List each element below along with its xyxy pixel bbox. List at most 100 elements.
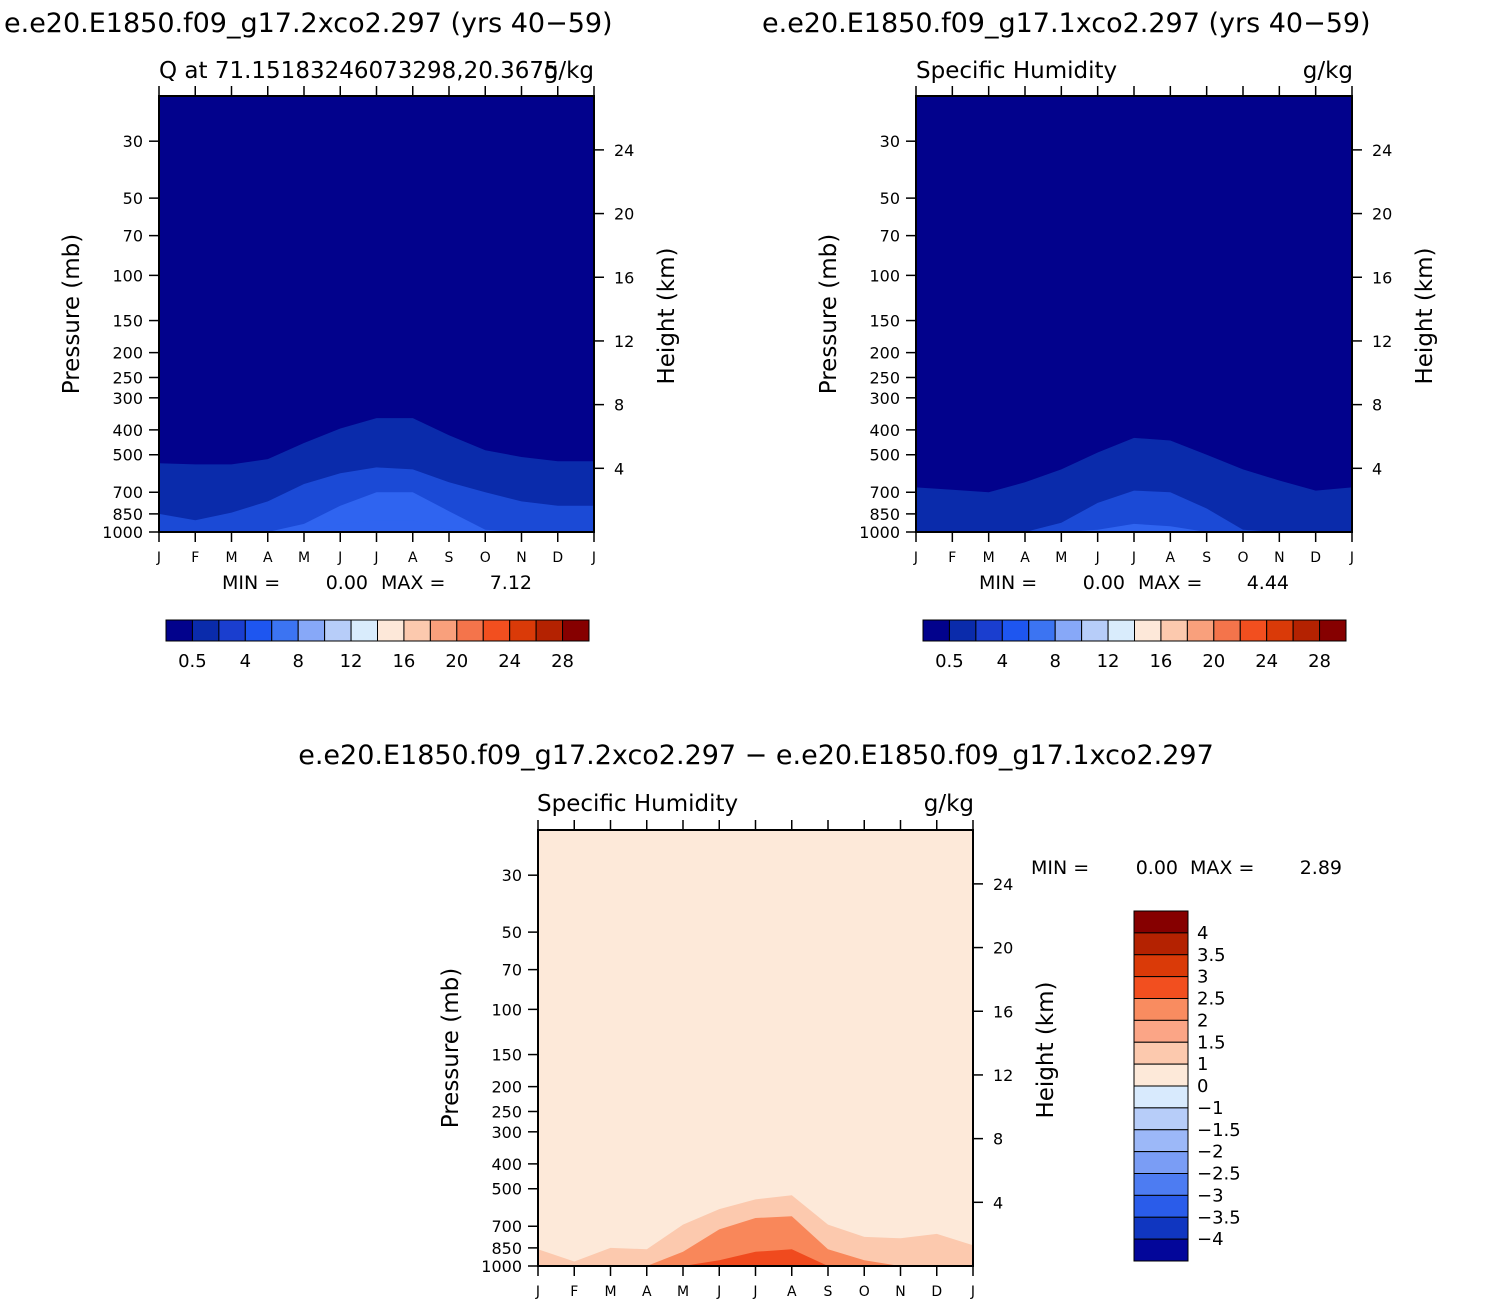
colorbar-label: 20 — [445, 651, 468, 672]
colorbar-swatch — [1133, 1238, 1189, 1262]
max-label: MAX = — [1138, 572, 1202, 594]
colorbar-1xco2: 0.5 4 8 12 16 20 24 28 — [922, 619, 1347, 672]
run-title: e.e20.E1850.f09_g17.1xco2.297 (yrs 40−59… — [762, 8, 1371, 39]
colorbar-swatch — [429, 619, 458, 642]
colorbar-swatch — [1186, 619, 1215, 642]
pressure-tick-label: 400 — [112, 421, 143, 440]
pressure-tick-label: 30 — [880, 132, 900, 151]
colorbar-swatch — [1319, 619, 1347, 642]
month-tick-label: S — [824, 1284, 833, 1300]
plot-left-title: Specific Humidity — [537, 791, 738, 817]
month-tick-label: N — [1274, 550, 1284, 566]
pressure-tick-label: 400 — [491, 1155, 522, 1174]
height-tick-label: 16 — [1372, 268, 1392, 287]
pressure-tick-label: 200 — [112, 344, 143, 363]
colorbar-label: 2 — [1197, 1010, 1208, 1031]
colorbar-label: 4 — [997, 651, 1008, 672]
colorbar-swatch — [1133, 1107, 1189, 1131]
height-tick-label: 4 — [614, 459, 624, 478]
colorbar-swatch — [975, 619, 1003, 642]
colorbar-label: 28 — [1308, 651, 1331, 672]
pressure-tick-label: 70 — [502, 961, 522, 980]
colorbar-label: 12 — [340, 651, 363, 672]
month-tick-label: J — [373, 550, 378, 566]
pressure-tick-label: 250 — [869, 368, 900, 387]
pressure-tick-label: 300 — [491, 1123, 522, 1142]
colorbar-label: 16 — [1149, 651, 1172, 672]
colorbar-label: 3.5 — [1197, 945, 1226, 966]
pressure-tick-label: 30 — [502, 866, 522, 885]
month-tick-label: M — [604, 1284, 616, 1300]
panel-difference: e.e20.E1850.f09_g17.2xco2.297 − e.e20.E1… — [298, 740, 1342, 1300]
colorbar-swatch — [1133, 1129, 1189, 1153]
month-tick-label: O — [859, 1284, 870, 1300]
colorbar-swatch — [1133, 1085, 1189, 1109]
pressure-tick-label: 700 — [491, 1217, 522, 1236]
y-axis-label-height: Height (km) — [1033, 981, 1059, 1118]
height-tick-label: 20 — [614, 205, 634, 224]
colorbar-swatch — [1133, 1151, 1189, 1174]
max-label: MAX = — [381, 572, 445, 594]
height-tick-label: 12 — [993, 1066, 1013, 1085]
colorbar-label: −1 — [1197, 1098, 1224, 1119]
plot-units: g/kg — [1303, 58, 1353, 84]
pressure-tick-label: 500 — [112, 446, 143, 465]
contour-band-4 — [159, 520, 594, 532]
colorbar-swatch — [562, 619, 590, 642]
pressure-tick-label: 300 — [869, 389, 900, 408]
height-tick-label: 8 — [993, 1130, 1003, 1149]
pressure-tick-label: 70 — [123, 227, 143, 246]
month-tick-label: F — [948, 550, 956, 566]
pressure-tick-label: 200 — [869, 344, 900, 363]
colorbar-label: −3 — [1197, 1185, 1224, 1206]
colorbar-label: −1.5 — [1197, 1120, 1241, 1141]
pressure-tick-label: 100 — [112, 266, 143, 285]
colorbar-swatch — [456, 619, 484, 642]
month-tick-label: M — [677, 1284, 689, 1300]
month-tick-label: N — [895, 1284, 905, 1300]
colorbar-swatch — [1081, 619, 1109, 642]
colorbar-label: 1 — [1197, 1054, 1208, 1075]
pressure-tick-label: 30 — [123, 132, 143, 151]
height-tick-label: 20 — [1372, 205, 1392, 224]
colorbar-swatch — [1292, 619, 1321, 642]
month-tick-label: F — [191, 550, 199, 566]
colorbar-label: 2.5 — [1197, 989, 1226, 1010]
colorbar-swatch — [297, 619, 326, 642]
height-tick-label: 8 — [614, 396, 624, 415]
month-tick-label: J — [1131, 550, 1136, 566]
colorbar-swatch — [1133, 932, 1189, 956]
pressure-tick-label: 150 — [491, 1046, 522, 1065]
colorbar-swatch — [482, 619, 511, 642]
height-tick-label: 16 — [993, 1002, 1013, 1021]
height-tick-label: 12 — [1372, 332, 1392, 351]
colorbar-swatch — [271, 619, 299, 642]
colorbar-swatch — [1133, 1216, 1189, 1240]
colorbar-swatch — [948, 619, 977, 642]
height-tick-label: 4 — [1372, 459, 1382, 478]
colorbar-swatch — [1001, 619, 1030, 642]
month-tick-label: A — [408, 550, 418, 566]
colorbar-swatch — [1133, 998, 1189, 1021]
month-tick-label: O — [480, 550, 491, 566]
pressure-tick-label: 50 — [502, 923, 522, 942]
panel-2xco2: e.e20.E1850.f09_g17.2xco2.297 (yrs 40−59… — [4, 8, 680, 672]
colorbar-label: 3 — [1197, 967, 1208, 988]
colorbar-swatch — [1133, 1019, 1189, 1043]
colorbar-swatch — [1266, 619, 1294, 642]
colorbar-label: 1.5 — [1197, 1032, 1226, 1053]
run-title: e.e20.E1850.f09_g17.2xco2.297 − e.e20.E1… — [298, 740, 1214, 771]
colorbar-swatch — [1054, 619, 1083, 642]
month-tick-label: D — [1310, 550, 1321, 566]
month-tick-label: D — [931, 1284, 942, 1300]
colorbar-swatch — [1239, 619, 1268, 642]
pressure-tick-label: 400 — [869, 421, 900, 440]
colorbar-label: 4 — [240, 651, 251, 672]
month-tick-label: J — [1349, 550, 1354, 566]
colorbar-swatch — [350, 619, 378, 642]
colorbar-swatch — [1160, 619, 1188, 642]
colorbar-difference: 43.532.521.510−1−1.5−2−2.5−3−3.5−4 — [1133, 910, 1241, 1262]
colorbar-swatch — [324, 619, 352, 642]
